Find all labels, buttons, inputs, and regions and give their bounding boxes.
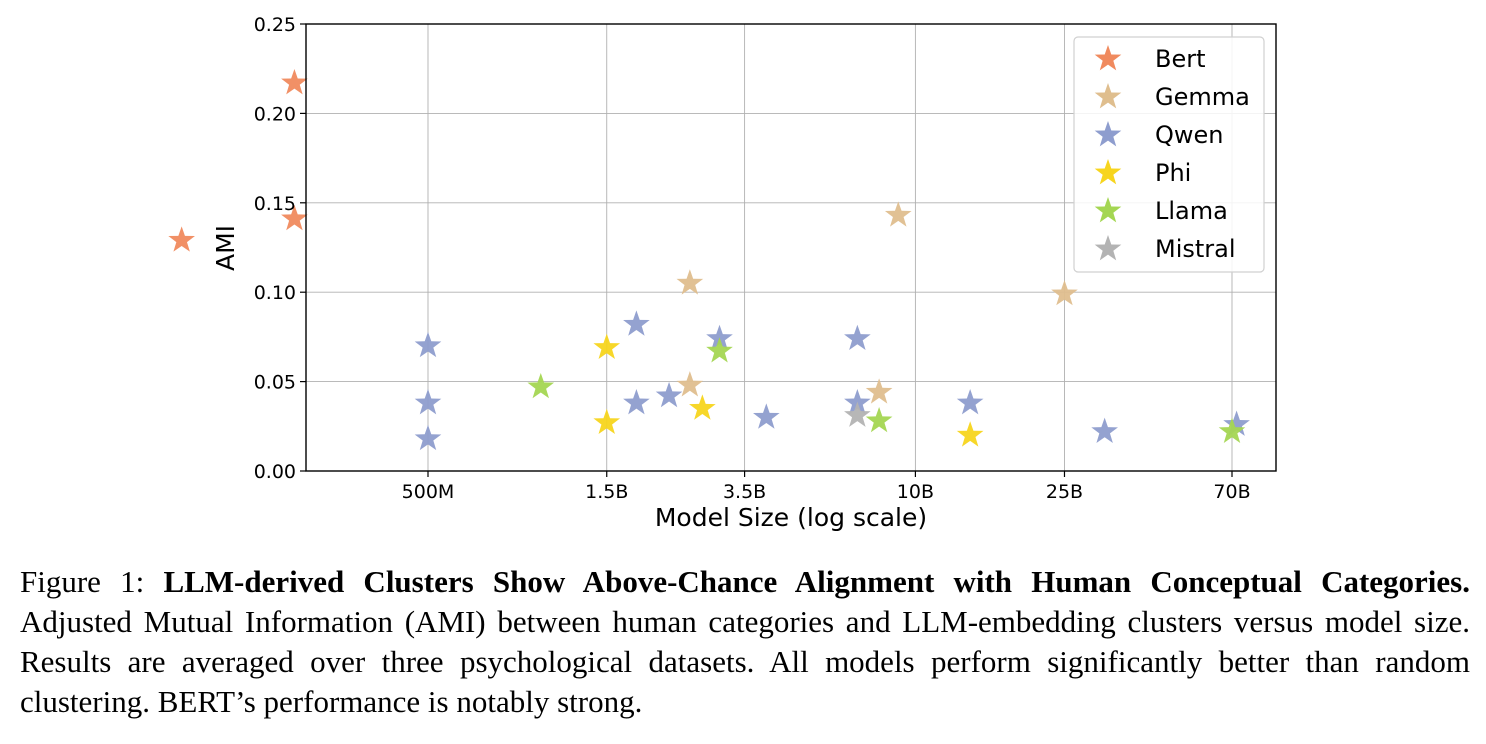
legend-box <box>1073 36 1265 273</box>
caption-prefix: Figure 1: <box>20 564 164 599</box>
data-point-star <box>623 389 650 415</box>
data-point-star <box>593 408 621 435</box>
caption-text: Adjusted Mutual Information (AMI) betwee… <box>20 604 1470 719</box>
data-point-star <box>414 424 442 451</box>
data-point-star <box>884 201 912 227</box>
caption-title: LLM-derived Clusters Show Above-Chance A… <box>163 564 1470 599</box>
data-point-star <box>689 394 716 420</box>
legend-marker-mistral <box>1094 235 1122 261</box>
legend-marker-qwen <box>1094 121 1122 147</box>
y-tick-label: 0.25 <box>254 14 296 36</box>
data-point-star <box>593 333 621 359</box>
data-point-star <box>844 324 871 351</box>
series-bert <box>168 69 308 252</box>
legend-label-phi: Phi <box>1155 159 1191 187</box>
x-axis-label: Model Size (log scale) <box>655 503 927 532</box>
legend-label-llama: Llama <box>1155 197 1228 225</box>
y-tick-label: 0.15 <box>254 193 296 215</box>
data-point-star <box>844 401 871 427</box>
legend-marker-bert <box>1094 45 1122 71</box>
data-point-star <box>865 378 893 404</box>
legend: Bert Gemma Qwen Phi Llama Mistral <box>1073 36 1265 273</box>
data-point-star <box>865 406 893 433</box>
legend-label-mistral: Mistral <box>1155 235 1236 263</box>
data-point-star <box>414 331 442 358</box>
data-point-star <box>676 269 704 295</box>
figure-caption: Figure 1: LLM-derived Clusters Show Abov… <box>20 562 1470 722</box>
data-point-star <box>1223 410 1250 436</box>
data-point-star <box>1218 417 1246 443</box>
series-phi <box>593 333 984 447</box>
data-point-star <box>1051 279 1078 306</box>
legend-label-gemma: Gemma <box>1155 83 1250 111</box>
legend-marker-gemma <box>1094 83 1122 109</box>
x-tick-label: 500M <box>402 481 455 503</box>
series-gemma <box>676 201 1078 404</box>
data-point-star <box>676 371 704 397</box>
y-tick-label: 0.20 <box>254 103 296 125</box>
y-tick-label: 0.10 <box>254 282 296 304</box>
data-point-star <box>168 226 195 252</box>
data-point-star <box>527 372 555 399</box>
data-point-star <box>753 403 780 429</box>
y-axis-label: AMI <box>211 225 240 271</box>
data-point-star <box>655 381 683 408</box>
data-point-star <box>281 69 308 95</box>
x-tick-label: 25B <box>1046 481 1083 503</box>
legend-label-qwen: Qwen <box>1155 121 1224 149</box>
data-point-star <box>414 389 442 415</box>
y-tick-label: 0.00 <box>254 461 296 483</box>
y-axis-ticks: 0.00 0.05 0.10 0.15 0.20 0.25 <box>254 14 306 483</box>
x-tick-label: 1.5B <box>585 481 628 503</box>
series-mistral <box>844 401 871 427</box>
ami-scatter-chart: 500M 1.5B 3.5B 10B 25B 70B 0.000.050.100.150.… <box>168 14 1277 532</box>
data-point-star <box>1091 417 1118 443</box>
series-llama <box>527 337 1246 443</box>
data-point-star <box>956 389 984 415</box>
data-points <box>168 69 1250 451</box>
data-point-star <box>623 310 650 336</box>
data-point-star <box>956 421 984 447</box>
x-axis-ticks: 500M 1.5B 3.5B 10B 25B 70B <box>402 471 1251 503</box>
data-point-star <box>706 337 733 363</box>
legend-label-bert: Bert <box>1155 45 1206 73</box>
plot-frame <box>305 23 1277 472</box>
x-tick-label: 3.5B <box>723 481 766 503</box>
legend-marker-phi <box>1094 159 1122 185</box>
x-tick-label: 70B <box>1213 481 1250 503</box>
legend-marker-llama <box>1094 197 1122 223</box>
y-tick-label: 0.05 <box>254 372 296 394</box>
x-tick-label: 10B <box>897 481 934 503</box>
data-point-star <box>281 204 308 231</box>
